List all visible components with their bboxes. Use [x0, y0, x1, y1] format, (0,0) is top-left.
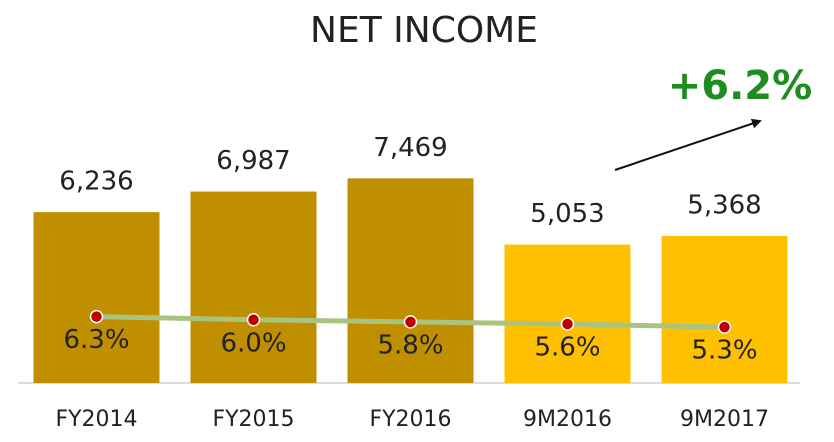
x-tick-label: 9M2017 [680, 407, 769, 432]
bar-value-label: 6,987 [216, 146, 290, 176]
bar-value-label: 7,469 [373, 133, 447, 163]
line-value-label: 5.8% [377, 330, 443, 360]
x-tick-label: 9M2016 [523, 407, 612, 432]
x-tick-label: FY2015 [212, 407, 294, 432]
line-value-label: 5.6% [534, 332, 600, 362]
x-tick-label: FY2014 [55, 407, 137, 432]
bar [347, 178, 474, 383]
line-marker [89, 309, 104, 324]
arrow [614, 118, 762, 171]
line-marker [717, 320, 732, 334]
line-value-label: 5.3% [691, 336, 757, 366]
chart-title: NET INCOME [310, 10, 538, 51]
line-marker [246, 313, 261, 327]
line-value-label: 6.0% [220, 328, 286, 358]
bar [33, 212, 160, 383]
bar [504, 244, 631, 383]
line-marker [403, 315, 418, 329]
line-value-label: 6.3% [63, 325, 129, 355]
bar [661, 235, 788, 383]
line-marker [560, 317, 575, 331]
x-tick-label: FY2016 [369, 407, 451, 432]
bar-value-label: 5,368 [687, 190, 761, 220]
bar-value-label: 6,236 [59, 167, 133, 197]
annotation: +6.2% [668, 63, 812, 109]
bar [190, 191, 317, 383]
bar-value-label: 5,053 [530, 199, 604, 229]
